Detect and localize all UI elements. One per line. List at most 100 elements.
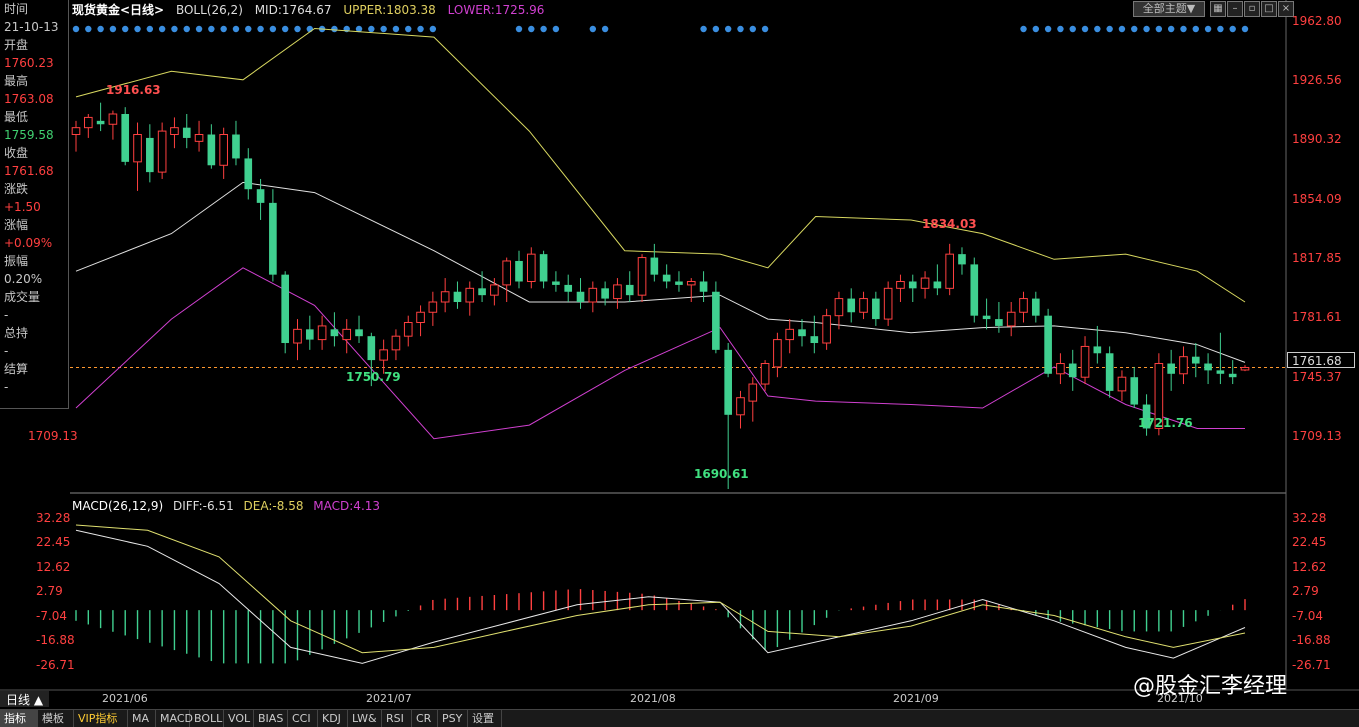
candle-body [96, 120, 105, 125]
signal-dot [1143, 25, 1150, 33]
close-icon[interactable]: × [1278, 1, 1294, 17]
signal-dot [405, 25, 412, 33]
macd-tick-label-left: 2.79 [36, 584, 63, 598]
signal-dot [306, 25, 313, 33]
signal-dot [1155, 25, 1163, 33]
signal-dot [1131, 25, 1138, 33]
tab-9[interactable]: KDJ [318, 710, 348, 727]
info-value: 1759.58 [4, 128, 54, 142]
grid-icon[interactable]: ▦ [1210, 1, 1226, 17]
candle-body [182, 127, 191, 138]
maximize-icon[interactable]: □ [1261, 1, 1277, 17]
candle-body [970, 264, 979, 316]
annotation-high-sep: 1834.03 [922, 217, 977, 231]
tab-10[interactable]: LW& [348, 710, 382, 727]
signal-dot [1106, 25, 1113, 33]
candle-body [219, 134, 228, 166]
tab-4[interactable]: MACD [156, 710, 193, 727]
tab-0[interactable]: 指标 [0, 710, 38, 727]
tab-11[interactable]: RSI [382, 710, 412, 727]
signal-dot [146, 25, 154, 33]
watermark: @股金汇李经理 [1133, 674, 1288, 699]
boll-mid: MID:1764.67 [254, 3, 332, 17]
signal-dot [281, 25, 289, 33]
info-value: +1.50 [4, 200, 41, 214]
annotation-high: 1916.63 [106, 83, 161, 97]
tab-13[interactable]: PSY [438, 710, 468, 727]
signal-dot [1180, 25, 1187, 33]
candle-body [269, 202, 277, 275]
left-axis-low-label: 1709.13 [28, 429, 78, 443]
signal-dot [417, 25, 424, 33]
theme-dropdown-button[interactable]: 全部主题▼ [1133, 1, 1205, 17]
candle-body [1154, 363, 1164, 429]
candle-body [552, 281, 560, 285]
signal-dot [1020, 25, 1027, 33]
signal-dot [528, 25, 535, 33]
tab-2[interactable]: VIP指标 [74, 710, 128, 727]
tab-7[interactable]: BIAS [254, 710, 288, 727]
candle-body [1044, 315, 1052, 374]
info-label: 时间 [4, 2, 29, 16]
macd-tick-label-right: 2.79 [1292, 584, 1319, 598]
candle-body [157, 130, 167, 173]
signal-dot [761, 25, 769, 33]
tab-8[interactable]: CCI [288, 710, 318, 727]
candle-body [1031, 298, 1040, 316]
tab-12[interactable]: CR [412, 710, 438, 727]
candle-body [859, 298, 868, 313]
tab-5[interactable]: BOLL [190, 710, 224, 727]
signal-dot [737, 25, 744, 33]
restore-icon[interactable]: ▫ [1244, 1, 1260, 17]
candle-body [995, 319, 1003, 326]
price-tick-label: 1709.13 [1292, 429, 1342, 443]
signal-dot [1069, 25, 1076, 33]
candle-body [699, 281, 708, 292]
macd-tick-label-right: 22.45 [1292, 535, 1327, 549]
signal-dot [601, 25, 609, 33]
signal-dot [1032, 25, 1040, 33]
signal-dot [85, 25, 92, 33]
macd-tick-label-left: -16.88 [36, 633, 75, 647]
boll-lower: LOWER:1725.96 [447, 3, 545, 17]
tab-1[interactable]: 模板 [38, 710, 74, 727]
candle-body [712, 291, 720, 350]
chart-header: 现货黄金<日线> BOLL(26,2) MID:1764.67 UPPER:18… [72, 2, 552, 18]
candle-body [872, 298, 880, 320]
signal-dot [122, 25, 129, 33]
candle-body [146, 137, 154, 173]
annotation-low-aug: 1690.61 [694, 467, 749, 481]
signal-dot [589, 25, 597, 33]
macd-tick-label-right: -16.88 [1292, 633, 1331, 647]
minimize-icon[interactable]: – [1227, 1, 1243, 17]
signal-dot [724, 25, 732, 33]
candle-body [1204, 363, 1212, 371]
signal-dot [749, 25, 756, 33]
candle-body [1191, 356, 1200, 364]
candle-body [588, 287, 598, 303]
candle-body [108, 113, 118, 125]
macd-dea: DEA:-8.58 [243, 499, 304, 513]
candle-body [650, 257, 659, 275]
macd-title: MACD(26,12,9) [72, 499, 164, 513]
candle-body [625, 284, 634, 296]
price-tick-label: 1817.85 [1292, 251, 1342, 265]
tab-6[interactable]: VOL [224, 710, 254, 727]
tab-3[interactable]: MA [128, 710, 156, 727]
candle-body [933, 281, 942, 289]
candle-body [601, 288, 609, 299]
signal-dot [257, 25, 264, 33]
tab-14[interactable]: 设置 [468, 710, 502, 727]
candle-body [515, 260, 523, 282]
candle-body [1240, 366, 1250, 371]
signal-dot [220, 25, 227, 33]
period-selector[interactable]: 日线 ▲ [0, 691, 50, 707]
candle-body [490, 284, 499, 296]
candle-body [391, 335, 401, 351]
candle-body [502, 260, 511, 286]
info-value: 21-10-13 [4, 20, 59, 34]
macd-tick-label-left: -7.04 [36, 609, 68, 623]
signal-dot [540, 25, 547, 33]
signal-dot [134, 25, 141, 33]
